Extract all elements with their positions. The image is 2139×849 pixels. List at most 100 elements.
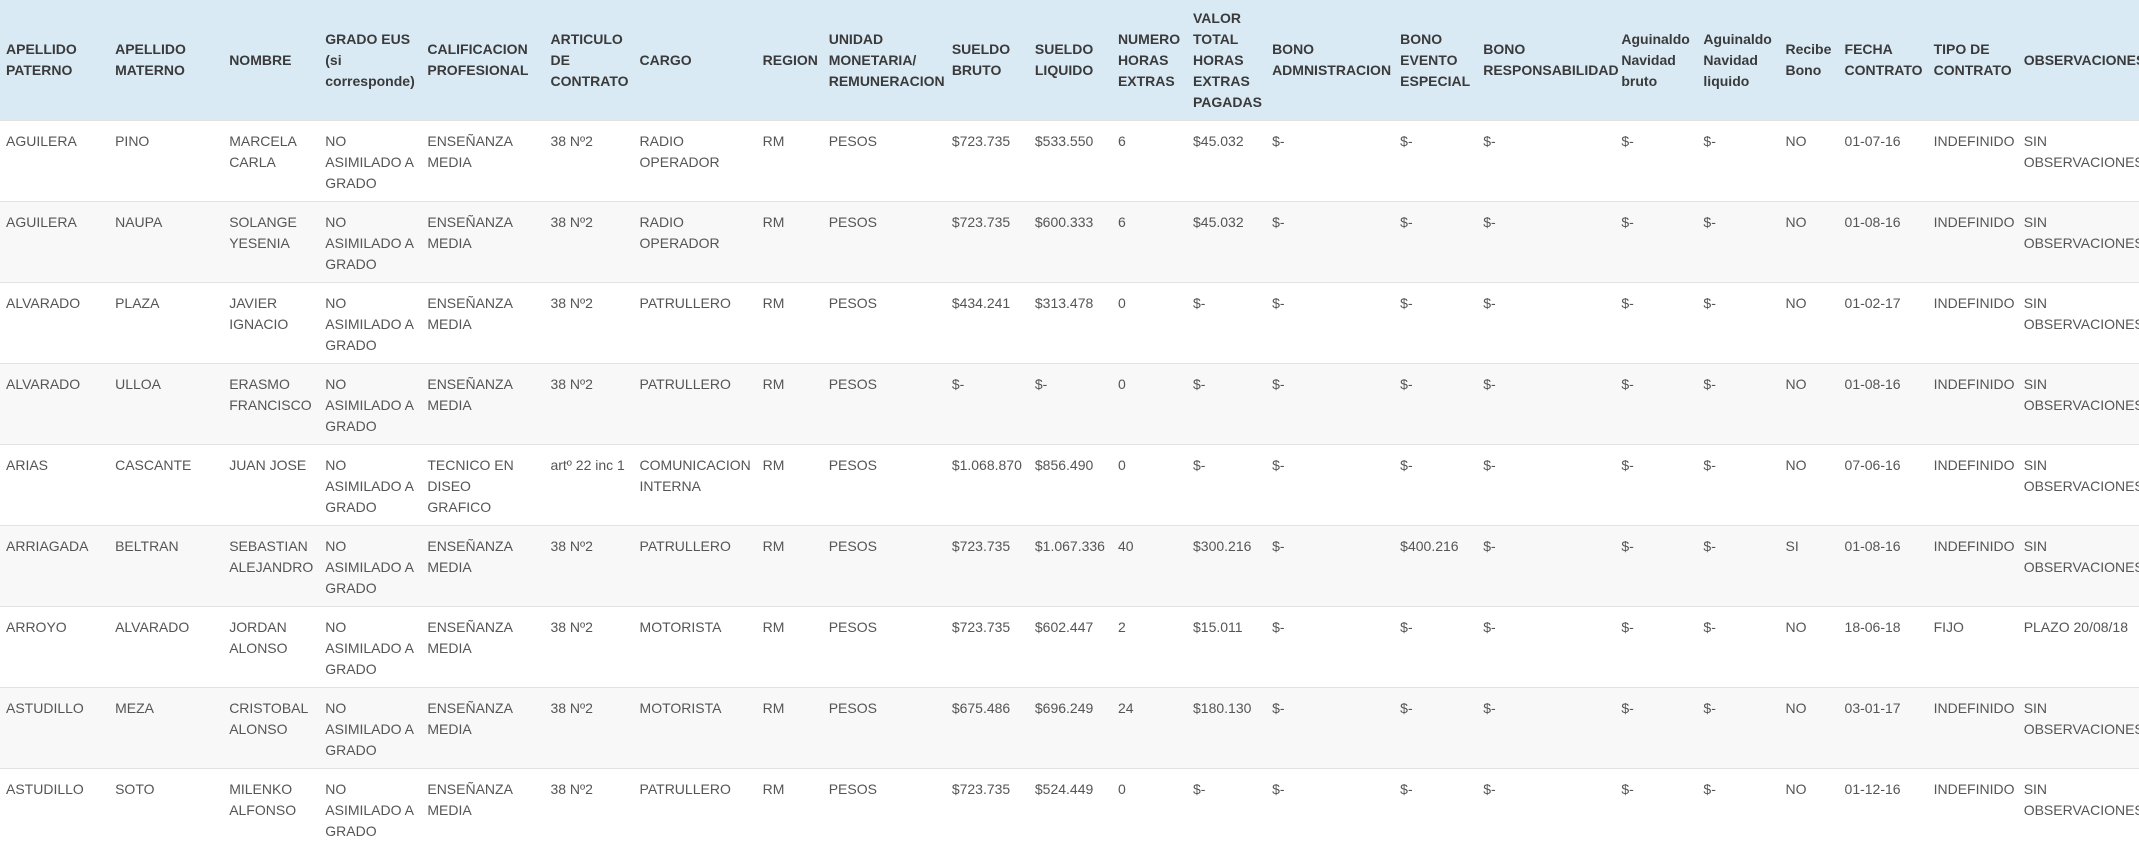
- table-cell: ARRIAGADA: [0, 526, 109, 607]
- table-cell: $-: [1266, 364, 1394, 445]
- header-tipo-contrato: TIPO DE CONTRATO: [1928, 0, 2018, 121]
- header-articulo-contrato: ARTICULO DE CONTRATO: [544, 0, 633, 121]
- table-cell: RM: [757, 364, 823, 445]
- table-cell: INDEFINIDO: [1928, 769, 2018, 849]
- table-cell: $723.735: [946, 202, 1029, 283]
- table-cell: $-: [1394, 121, 1477, 202]
- table-cell: $-: [1266, 121, 1394, 202]
- table-cell: $-: [1697, 688, 1779, 769]
- table-cell: $-: [1697, 364, 1779, 445]
- table-cell: $-: [1187, 364, 1266, 445]
- table-cell: $45.032: [1187, 121, 1266, 202]
- table-cell: INDEFINIDO: [1928, 283, 2018, 364]
- table-cell: $-: [1394, 283, 1477, 364]
- table-cell: $-: [1477, 526, 1615, 607]
- table-cell: RM: [757, 283, 823, 364]
- table-cell: $-: [1394, 769, 1477, 849]
- table-cell: $675.486: [946, 688, 1029, 769]
- table-cell: RM: [757, 526, 823, 607]
- table-cell: $600.333: [1029, 202, 1112, 283]
- table-cell: $-: [1477, 283, 1615, 364]
- table-cell: 18-06-18: [1839, 607, 1928, 688]
- table-cell: $15.011: [1187, 607, 1266, 688]
- table-cell: SIN OBSERVACIONES: [2018, 202, 2139, 283]
- table-cell: NO ASIMILADO A GRADO: [319, 526, 421, 607]
- table-cell: ARIAS: [0, 445, 109, 526]
- table-cell: SOTO: [109, 769, 223, 849]
- table-cell: NO ASIMILADO A GRADO: [319, 202, 421, 283]
- table-cell: $-: [1615, 688, 1697, 769]
- table-cell: 0: [1112, 445, 1187, 526]
- table-cell: $-: [1477, 202, 1615, 283]
- table-cell: $1.067.336: [1029, 526, 1112, 607]
- table-cell: 0: [1112, 283, 1187, 364]
- header-observaciones: OBSERVACIONES: [2018, 0, 2139, 121]
- table-cell: NAUPA: [109, 202, 223, 283]
- table-cell: PATRULLERO: [634, 364, 757, 445]
- table-cell: $434.241: [946, 283, 1029, 364]
- table-cell: $-: [1266, 445, 1394, 526]
- table-cell: $-: [1266, 607, 1394, 688]
- table-cell: $-: [1477, 445, 1615, 526]
- table-cell: AGUILERA: [0, 202, 109, 283]
- table-cell: TECNICO EN DISEO GRAFICO: [421, 445, 544, 526]
- table-cell: 01-08-16: [1839, 526, 1928, 607]
- header-apellido-paterno: APELLIDO PATERNO: [0, 0, 109, 121]
- table-cell: PESOS: [823, 769, 946, 849]
- table-cell: $313.478: [1029, 283, 1112, 364]
- table-cell: INDEFINIDO: [1928, 688, 2018, 769]
- table-cell: ASTUDILLO: [0, 769, 109, 849]
- table-cell: PINO: [109, 121, 223, 202]
- table-cell: $-: [1477, 364, 1615, 445]
- table-cell: PESOS: [823, 121, 946, 202]
- table-cell: 6: [1112, 202, 1187, 283]
- table-cell: ENSEÑANZA MEDIA: [421, 283, 544, 364]
- table-cell: $-: [1394, 445, 1477, 526]
- table-cell: INDEFINIDO: [1928, 202, 2018, 283]
- table-cell: ENSEÑANZA MEDIA: [421, 688, 544, 769]
- table-cell: RM: [757, 445, 823, 526]
- table-cell: $300.216: [1187, 526, 1266, 607]
- table-cell: ENSEÑANZA MEDIA: [421, 121, 544, 202]
- table-cell: SIN OBSERVACIONES: [2018, 769, 2139, 849]
- table-cell: MILENKO ALFONSO: [223, 769, 319, 849]
- table-cell: 38 Nº2: [544, 283, 633, 364]
- table-cell: INDEFINIDO: [1928, 121, 2018, 202]
- table-cell: RM: [757, 121, 823, 202]
- table-cell: ENSEÑANZA MEDIA: [421, 202, 544, 283]
- table-cell: SIN OBSERVACIONES: [2018, 445, 2139, 526]
- header-recibe-bono: Recibe Bono: [1779, 0, 1838, 121]
- header-fecha-contrato: FECHA CONTRATO: [1839, 0, 1928, 121]
- header-unidad-monetaria: UNIDAD MONETARIA/ REMUNERACION: [823, 0, 946, 121]
- header-aguinaldo-liquido: Aguinaldo Navidad liquido: [1697, 0, 1779, 121]
- table-cell: 0: [1112, 364, 1187, 445]
- table-cell: $696.249: [1029, 688, 1112, 769]
- table-cell: ALVARADO: [0, 283, 109, 364]
- table-cell: $1.068.870: [946, 445, 1029, 526]
- table-cell: $-: [946, 364, 1029, 445]
- table-cell: 38 Nº2: [544, 607, 633, 688]
- table-cell: JUAN JOSE: [223, 445, 319, 526]
- table-cell: SI: [1779, 526, 1838, 607]
- table-cell: 01-02-17: [1839, 283, 1928, 364]
- table-cell: NO: [1779, 445, 1838, 526]
- table-cell: COMUNICACION INTERNA: [634, 445, 757, 526]
- table-cell: 6: [1112, 121, 1187, 202]
- table-cell: $-: [1187, 283, 1266, 364]
- table-cell: AGUILERA: [0, 121, 109, 202]
- table-cell: PATRULLERO: [634, 769, 757, 849]
- table-cell: SOLANGE YESENIA: [223, 202, 319, 283]
- table-cell: PATRULLERO: [634, 283, 757, 364]
- table-cell: PESOS: [823, 688, 946, 769]
- table-cell: $-: [1266, 526, 1394, 607]
- table-cell: 01-07-16: [1839, 121, 1928, 202]
- table-cell: MARCELA CARLA: [223, 121, 319, 202]
- table-cell: RM: [757, 769, 823, 849]
- table-cell: $-: [1029, 364, 1112, 445]
